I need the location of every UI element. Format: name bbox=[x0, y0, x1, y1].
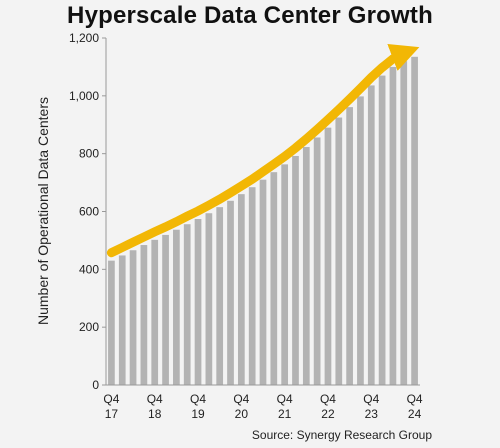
bar-q4-18 bbox=[151, 239, 159, 385]
y-axis-label: Number of Operational Data Centers bbox=[35, 97, 51, 325]
x-tick-label-year: 21 bbox=[278, 407, 292, 421]
x-tick-label-quarter: Q4 bbox=[103, 392, 119, 406]
bar-q1-20 bbox=[205, 213, 213, 385]
x-tick-label-year: 19 bbox=[191, 407, 205, 421]
bar-q4-17 bbox=[108, 260, 115, 385]
bar-q2-24 bbox=[389, 66, 397, 386]
bar-q2-19 bbox=[173, 229, 180, 385]
bar-q4-23 bbox=[367, 85, 375, 386]
bar-q2-22 bbox=[302, 147, 310, 385]
bar-q1-18 bbox=[118, 255, 126, 385]
bar-q1-19 bbox=[162, 234, 169, 385]
y-tick-label: 600 bbox=[79, 205, 99, 219]
x-tick-label-year: 18 bbox=[148, 407, 162, 421]
x-tick-label-quarter: Q4 bbox=[190, 392, 206, 406]
y-tick-label: 800 bbox=[79, 147, 99, 161]
y-tick-label: 0 bbox=[92, 378, 99, 392]
axis-layer: 02004006008001,0001,200Q417Q418Q419Q420Q… bbox=[69, 31, 423, 421]
bar-q3-18 bbox=[140, 245, 148, 385]
bar-q2-20 bbox=[216, 207, 224, 385]
chart-title: Hyperscale Data Center Growth bbox=[67, 2, 433, 29]
x-tick-label-quarter: Q4 bbox=[147, 392, 163, 406]
bar-q4-19 bbox=[194, 219, 202, 385]
bar-q3-20 bbox=[227, 200, 234, 385]
x-tick-label-year: 20 bbox=[235, 407, 249, 421]
bar-q3-19 bbox=[183, 224, 191, 385]
y-tick-label: 1,200 bbox=[69, 31, 99, 45]
x-tick-label-year: 23 bbox=[365, 407, 379, 421]
x-tick-label-year: 24 bbox=[408, 407, 422, 421]
source-note: Source: Synergy Research Group bbox=[251, 428, 432, 442]
x-tick-label-quarter: Q4 bbox=[320, 392, 336, 406]
bar-q3-24 bbox=[400, 61, 408, 385]
bars-layer bbox=[108, 56, 418, 386]
bar-q1-22 bbox=[292, 155, 299, 385]
bar-q4-21 bbox=[281, 164, 289, 385]
y-tick-label: 200 bbox=[79, 320, 99, 334]
bar-q1-21 bbox=[248, 187, 256, 385]
trend-arrow bbox=[106, 43, 420, 258]
bar-q4-22 bbox=[324, 127, 332, 385]
x-tick-label-year: 17 bbox=[105, 407, 119, 421]
x-tick-label-quarter: Q4 bbox=[277, 392, 293, 406]
y-tick-label: 400 bbox=[79, 262, 99, 276]
bar-q4-24 bbox=[411, 56, 418, 386]
bar-q1-24 bbox=[378, 75, 386, 385]
bar-q3-22 bbox=[313, 137, 321, 385]
x-tick-label-year: 22 bbox=[321, 407, 335, 421]
bar-q1-23 bbox=[335, 117, 343, 386]
bar-q2-18 bbox=[129, 250, 137, 385]
x-tick-label-quarter: Q4 bbox=[233, 392, 249, 406]
bar-q2-21 bbox=[259, 179, 267, 385]
bar-q4-20 bbox=[237, 194, 245, 385]
bar-q2-23 bbox=[346, 107, 353, 386]
x-tick-label-quarter: Q4 bbox=[363, 392, 379, 406]
y-tick-label: 1,000 bbox=[69, 89, 99, 103]
bar-q3-23 bbox=[357, 96, 364, 385]
bar-q3-21 bbox=[270, 172, 278, 385]
x-tick-label-quarter: Q4 bbox=[407, 392, 423, 406]
